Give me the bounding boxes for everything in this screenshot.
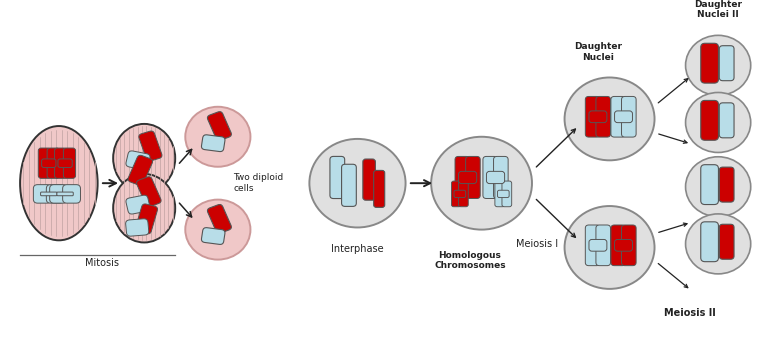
FancyBboxPatch shape [47,148,59,178]
FancyBboxPatch shape [493,157,508,198]
Text: Meiosis II: Meiosis II [664,308,716,318]
FancyBboxPatch shape [58,159,72,167]
FancyBboxPatch shape [701,165,719,205]
FancyBboxPatch shape [126,219,148,236]
FancyBboxPatch shape [701,43,719,83]
FancyBboxPatch shape [615,111,632,123]
FancyBboxPatch shape [622,225,636,266]
FancyBboxPatch shape [42,159,56,167]
Text: Daughter
Nuclei: Daughter Nuclei [574,42,622,62]
FancyBboxPatch shape [201,135,225,152]
Text: Mitosis: Mitosis [85,258,119,268]
FancyBboxPatch shape [596,97,611,137]
FancyBboxPatch shape [701,100,719,140]
FancyBboxPatch shape [207,205,232,233]
FancyBboxPatch shape [126,195,150,214]
FancyBboxPatch shape [497,190,509,197]
FancyBboxPatch shape [201,228,225,244]
Circle shape [565,206,654,289]
Text: Interphase: Interphase [331,244,384,254]
FancyBboxPatch shape [63,184,81,203]
FancyBboxPatch shape [54,148,67,178]
FancyBboxPatch shape [596,225,611,266]
FancyBboxPatch shape [455,157,469,198]
FancyBboxPatch shape [589,111,607,123]
FancyBboxPatch shape [495,181,504,207]
Text: Homologous
Chromosomes: Homologous Chromosomes [434,251,506,270]
Circle shape [685,35,751,95]
FancyBboxPatch shape [720,224,734,259]
FancyBboxPatch shape [483,157,497,198]
Circle shape [685,157,751,217]
Text: Meiosis I: Meiosis I [517,239,559,249]
FancyBboxPatch shape [128,155,152,186]
FancyBboxPatch shape [701,222,719,262]
FancyBboxPatch shape [458,181,469,207]
FancyBboxPatch shape [342,164,357,206]
Circle shape [185,107,250,167]
FancyBboxPatch shape [64,148,75,178]
Circle shape [685,214,751,274]
FancyBboxPatch shape [139,131,162,161]
FancyBboxPatch shape [330,157,345,198]
FancyBboxPatch shape [502,181,512,207]
Circle shape [565,77,654,160]
Circle shape [309,139,406,227]
Ellipse shape [20,126,98,240]
FancyBboxPatch shape [33,184,51,203]
Ellipse shape [113,124,175,192]
FancyBboxPatch shape [374,170,385,207]
FancyBboxPatch shape [363,159,375,200]
FancyBboxPatch shape [720,46,734,81]
FancyBboxPatch shape [454,190,465,197]
FancyBboxPatch shape [451,181,462,207]
FancyBboxPatch shape [47,184,64,203]
Ellipse shape [113,174,175,242]
FancyBboxPatch shape [207,112,232,140]
FancyBboxPatch shape [40,192,57,196]
Circle shape [431,137,532,229]
FancyBboxPatch shape [50,184,68,203]
FancyBboxPatch shape [622,97,636,137]
Text: Two diploid
cells: Two diploid cells [233,174,284,193]
FancyBboxPatch shape [57,192,73,196]
FancyBboxPatch shape [720,103,734,138]
Text: Daughter
Nuclei II: Daughter Nuclei II [694,0,742,19]
FancyBboxPatch shape [486,172,504,183]
Circle shape [685,92,751,152]
FancyBboxPatch shape [38,148,51,178]
FancyBboxPatch shape [611,97,625,137]
FancyBboxPatch shape [458,172,476,183]
Circle shape [185,199,250,260]
FancyBboxPatch shape [585,97,600,137]
FancyBboxPatch shape [611,225,625,266]
FancyBboxPatch shape [135,204,158,234]
FancyBboxPatch shape [585,225,600,266]
FancyBboxPatch shape [615,239,632,251]
FancyBboxPatch shape [720,167,734,202]
FancyBboxPatch shape [137,177,161,207]
FancyBboxPatch shape [589,239,607,251]
FancyBboxPatch shape [465,157,480,198]
FancyBboxPatch shape [126,151,150,170]
